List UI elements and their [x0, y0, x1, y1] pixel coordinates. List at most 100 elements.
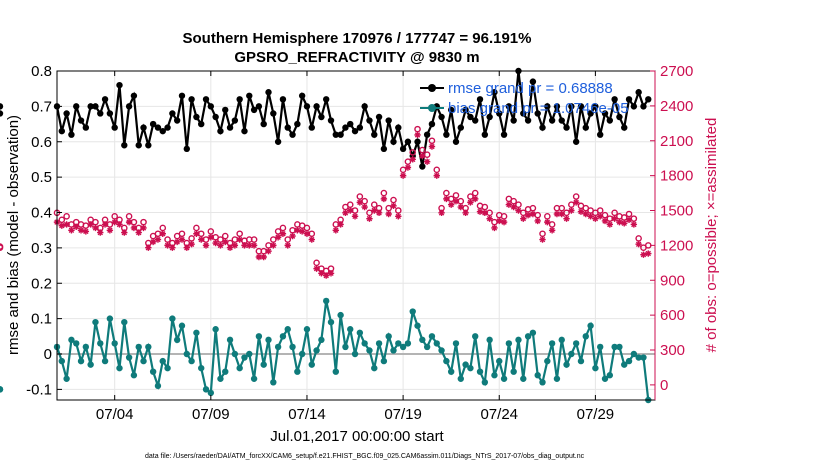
data-point-possible: [572, 193, 580, 200]
data-point: [207, 389, 215, 397]
data-point-assimilated: [366, 215, 373, 222]
data-point-assimilated: [246, 242, 253, 249]
data-point: [188, 357, 195, 365]
data-point-assimilated: [351, 213, 359, 220]
data-point-assimilated: [294, 227, 301, 234]
data-point: [558, 336, 565, 344]
data-point: [202, 386, 210, 393]
legend-bias-label: bias grand pr = 1.0746e-05: [448, 100, 629, 117]
data-point: [313, 103, 320, 110]
data-point-possible: [534, 211, 542, 219]
data-point-assimilated: [510, 203, 517, 211]
data-point-assimilated: [77, 227, 85, 234]
data-point: [347, 120, 354, 128]
data-point-assimilated: [154, 236, 162, 243]
series-line: [55, 300, 650, 401]
data-point: [587, 110, 594, 117]
data-point: [544, 357, 551, 365]
data-point: [539, 124, 546, 131]
data-point: [351, 350, 359, 358]
data-point-assimilated: [611, 215, 618, 222]
data-point: [289, 343, 296, 351]
data-point: [572, 340, 580, 347]
y-tick-label-left: 0.5: [31, 169, 52, 186]
data-point-possible: [568, 201, 575, 208]
data-point-possible: [366, 209, 373, 217]
data-point: [217, 127, 224, 135]
data-point-assimilated: [568, 207, 575, 214]
data-point-assimilated: [481, 209, 489, 217]
data-point: [385, 333, 392, 340]
data-point-assimilated: [375, 209, 383, 217]
data-point-assimilated: [419, 152, 426, 160]
data-point-assimilated: [212, 239, 219, 247]
data-point-possible: [491, 218, 498, 226]
data-point: [289, 131, 296, 138]
data-point: [601, 375, 609, 382]
data-point: [73, 103, 80, 110]
data-point: [63, 110, 70, 117]
data-point: [97, 340, 104, 347]
data-point: [116, 81, 123, 89]
data-point-assimilated: [149, 238, 157, 246]
chart-title: Southern Hemisphere 170976 / 177747 = 96…: [183, 30, 532, 47]
data-point-assimilated: [308, 236, 315, 243]
data-point-possible: [428, 137, 436, 145]
data-point: [582, 124, 589, 131]
data-point-possible: [82, 222, 90, 229]
x-tick-label: 07/04: [96, 406, 134, 423]
data-point: [375, 340, 383, 347]
data-point-possible: [356, 193, 364, 200]
y-tick-label-right: 2700: [660, 63, 693, 80]
data-point-assimilated: [399, 172, 407, 179]
data-point: [169, 110, 176, 117]
data-point: [202, 96, 210, 103]
data-point: [395, 124, 402, 131]
data-point: [241, 127, 248, 135]
data-point: [101, 96, 109, 103]
data-point: [558, 117, 565, 124]
data-point: [231, 350, 239, 358]
data-point: [337, 131, 344, 138]
data-point-assimilated: [544, 218, 551, 226]
data-point: [577, 103, 585, 110]
data-point-possible: [58, 216, 66, 224]
data-point-assimilated: [414, 131, 421, 139]
data-point-assimilated: [207, 234, 215, 241]
data-point: [169, 315, 176, 322]
data-point-possible: [236, 230, 243, 238]
y-tick-label-left: 0.4: [31, 205, 52, 222]
data-point-possible: [620, 214, 628, 221]
data-point: [347, 326, 354, 333]
data-point: [524, 117, 532, 124]
data-point: [106, 315, 114, 322]
data-point: [390, 138, 397, 145]
data-point: [621, 124, 628, 131]
series-0: [0, 67, 652, 170]
data-point: [246, 350, 253, 358]
data-point: [616, 113, 623, 121]
data-point: [130, 92, 138, 99]
data-point-assimilated: [342, 209, 349, 217]
data-point: [270, 379, 277, 386]
data-point-assimilated: [625, 216, 633, 224]
data-point-assimilated: [97, 229, 104, 236]
data-point: [121, 318, 128, 326]
data-point: [294, 368, 301, 375]
data-point-assimilated: [616, 218, 623, 226]
data-point-assimilated: [630, 221, 638, 228]
data-point-assimilated: [101, 221, 109, 228]
data-point: [101, 357, 109, 365]
data-point-assimilated: [135, 229, 142, 236]
data-point: [92, 318, 99, 326]
data-point: [303, 326, 311, 333]
data-point: [534, 110, 541, 117]
data-point-assimilated: [106, 227, 114, 234]
data-point: [563, 124, 570, 131]
data-point: [404, 138, 412, 145]
data-point: [361, 103, 368, 110]
data-point-assimilated: [188, 241, 195, 248]
data-point-assimilated: [193, 230, 200, 237]
y-tick-label-left: 0.2: [31, 275, 52, 292]
data-point: [270, 110, 277, 117]
